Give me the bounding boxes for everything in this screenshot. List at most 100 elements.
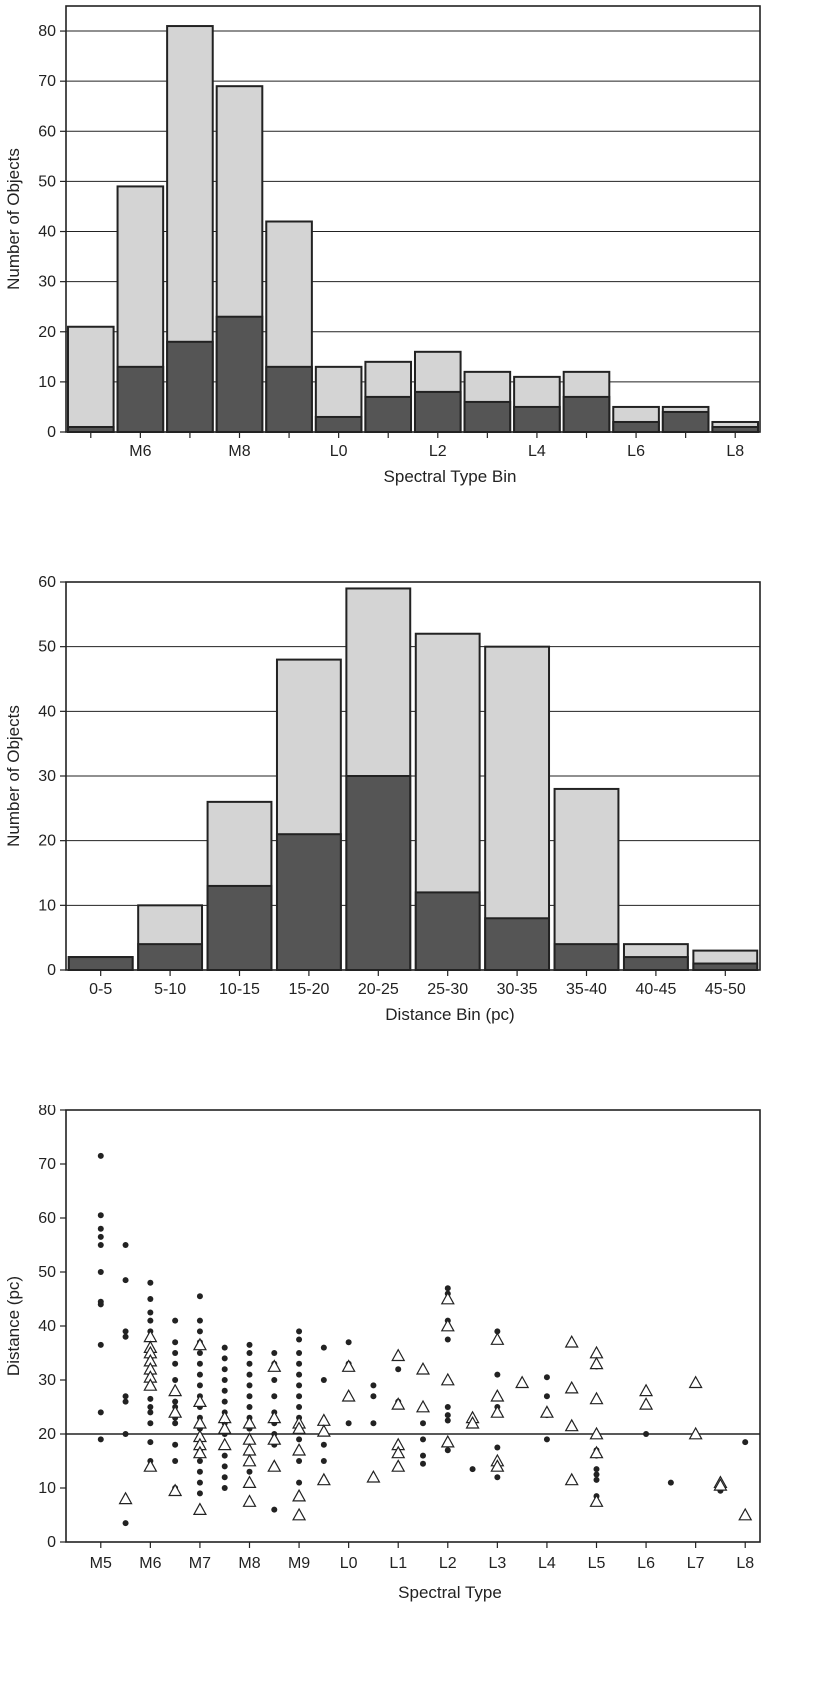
scatter-point-triangle <box>267 1432 282 1445</box>
distance-x-tick-label: 35-40 <box>566 981 607 998</box>
scatter-y-tick-label: 60 <box>38 1210 56 1227</box>
spectral-x-tick-label: L8 <box>726 443 744 460</box>
spectral-type-histogram: 0 10 20 30 40 50 60 70 80 M6 M8 L0 L2 L4 L6 L8 Spectral… <box>4 5 761 486</box>
scatter-point-circle <box>296 1479 303 1486</box>
scatter-point-circle <box>97 1341 104 1348</box>
distance-x-tick-label: 25-30 <box>427 981 468 998</box>
scatter-point-circle <box>444 1417 451 1424</box>
scatter-plot-frame <box>65 1109 761 1543</box>
scatter-point-triangle <box>192 1445 207 1459</box>
scatter-point-circle <box>147 1317 154 1324</box>
distance-bar-subset-35-40 <box>553 943 620 971</box>
spectral-y-tick-label: 70 <box>38 73 56 90</box>
scatter-point-triangle <box>168 1383 183 1397</box>
scatter-point-triangle <box>192 1337 207 1351</box>
scatter-point-circle <box>196 1293 203 1300</box>
scatter-point-triangle <box>440 1318 455 1332</box>
scatter-point-circle <box>246 1382 253 1389</box>
scatter-x-tick-label: M6 <box>139 1555 161 1572</box>
scatter-point-circle <box>296 1393 303 1400</box>
scatter-point-circle <box>221 1452 228 1459</box>
scatter-point-triangle <box>564 1380 579 1394</box>
scatter-point-circle <box>543 1393 550 1400</box>
scatter-point-circle <box>97 1301 104 1308</box>
scatter-point-circle <box>246 1350 253 1356</box>
distance-bar-subset-0-5 <box>67 956 134 972</box>
scatter-point-triangle <box>143 1378 158 1391</box>
scatter-point-circle <box>420 1460 426 1467</box>
scatter-point-circle <box>97 1225 104 1232</box>
scatter-point-circle <box>246 1360 253 1367</box>
distance-y-tick-label: 20 <box>38 833 56 850</box>
scatter-point-circle <box>543 1374 550 1381</box>
scatter-point-triangle <box>539 1405 554 1418</box>
scatter-point-triangle <box>688 1375 703 1389</box>
scatter-point-circle <box>147 1309 154 1316</box>
scatter-point-circle <box>370 1393 377 1400</box>
scatter-point-circle <box>543 1436 550 1443</box>
scatter-point-circle <box>246 1468 253 1475</box>
scatter-point-triangle <box>242 1442 257 1456</box>
scatter-point-circle <box>97 1436 104 1443</box>
scatter-y-axis-label: Distance (pc) <box>4 1276 23 1376</box>
scatter-point-circle <box>420 1420 426 1427</box>
distance-x-tick-label: 15-20 <box>288 981 329 998</box>
spectral-y-tick-label: 30 <box>38 274 56 291</box>
scatter-point-triangle <box>589 1445 604 1459</box>
distance-x-tick-label: 45-50 <box>705 981 746 998</box>
scatter-point-circle <box>196 1382 203 1389</box>
scatter-point-circle <box>221 1377 228 1383</box>
scatter-point-circle <box>742 1439 749 1446</box>
scatter-point-triangle <box>292 1507 307 1521</box>
scatter-x-tick-label: M8 <box>238 1555 260 1572</box>
scatter-point-triangle <box>415 1399 431 1413</box>
spectral-bar-subset-L5 <box>562 395 611 433</box>
scatter-x-tick-label: L3 <box>488 1555 506 1572</box>
scatter-point-triangle <box>564 1418 579 1432</box>
scatter-point-triangle <box>341 1359 356 1372</box>
distance-x-tick-label: 10-15 <box>219 981 260 998</box>
spectral-y-tick-label: 60 <box>38 123 56 140</box>
scatter-point-circle <box>172 1350 179 1356</box>
scatter-point-circle <box>320 1377 327 1383</box>
scatter-x-tick-label: L7 <box>687 1555 705 1572</box>
scatter-point-triangle <box>217 1421 232 1434</box>
scatter-point-circle <box>147 1395 154 1402</box>
scatter-point-circle <box>494 1474 501 1481</box>
spectral-bar-subset-M7 <box>166 340 214 433</box>
scatter-point-circle <box>494 1328 501 1335</box>
scatter-point-circle <box>97 1152 104 1159</box>
scatter-point-circle <box>420 1436 426 1443</box>
scatter-point-circle <box>122 1328 129 1335</box>
distance-bar-subset-15-20 <box>275 833 342 972</box>
spectral-x-tick-label: L6 <box>627 443 645 460</box>
scatter-point-circle <box>444 1447 451 1454</box>
scatter-point-triangle <box>341 1388 356 1402</box>
scatter-point-triangle <box>738 1507 753 1521</box>
scatter-point-circle <box>246 1341 253 1348</box>
distance-bar-subset-10-15 <box>206 884 273 971</box>
scatter-point-circle <box>246 1371 253 1378</box>
scatter-point-circle <box>97 1212 104 1219</box>
scatter-point-triangle <box>391 1445 406 1459</box>
scatter-x-tick-label: L2 <box>439 1555 457 1572</box>
scatter-point-circle <box>296 1336 303 1343</box>
spectral-bar-subset-L3 <box>463 400 512 434</box>
scatter-y-tick-label: 40 <box>38 1318 56 1335</box>
scatter-point-circle <box>221 1474 228 1481</box>
scatter-point-circle <box>246 1404 253 1410</box>
scatter-point-circle <box>494 1444 501 1451</box>
spectral-y-tick-label: 10 <box>38 374 56 391</box>
scatter-point-triangle <box>316 1424 331 1437</box>
scatter-x-tick-label: L8 <box>736 1555 754 1572</box>
scatter-point-circle <box>196 1468 203 1475</box>
spectral-y-tick-label: 0 <box>47 424 56 441</box>
scatter-point-circle <box>667 1479 674 1486</box>
scatter-point-circle <box>196 1371 203 1378</box>
distance-x-tick-label: 0-5 <box>89 981 112 998</box>
spectral-bar-subset-L4 <box>513 405 561 433</box>
scatter-point-triangle <box>589 1494 604 1507</box>
scatter-x-tick-label: L4 <box>538 1555 556 1572</box>
scatter-point-triangle <box>217 1437 232 1451</box>
distance-x-tick-label: 5-10 <box>154 981 186 998</box>
